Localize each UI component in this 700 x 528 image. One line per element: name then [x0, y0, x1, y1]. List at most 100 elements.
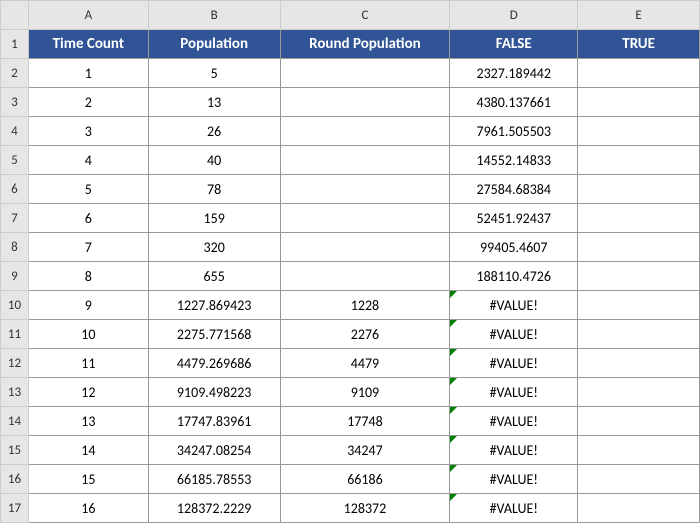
cell-e[interactable] [578, 465, 700, 494]
cell-a[interactable]: 3 [28, 117, 148, 146]
cell-b[interactable]: 2275.771568 [148, 320, 280, 349]
cell-d[interactable]: #VALUE! [450, 378, 578, 407]
cell-d[interactable]: #VALUE! [450, 349, 578, 378]
cell-c[interactable] [280, 59, 450, 88]
cell-b[interactable]: 5 [148, 59, 280, 88]
cell-d[interactable]: 2327.189442 [450, 59, 578, 88]
cell-d[interactable]: #VALUE! [450, 436, 578, 465]
cell-e[interactable] [578, 204, 700, 233]
cell-d[interactable]: 14552.14833 [450, 146, 578, 175]
cell-c[interactable]: 2276 [280, 320, 450, 349]
cell-b[interactable]: 66185.78553 [148, 465, 280, 494]
cell-c[interactable] [280, 233, 450, 262]
cell-e[interactable] [578, 59, 700, 88]
cell-a[interactable]: 14 [28, 436, 148, 465]
cell-c[interactable]: 66186 [280, 465, 450, 494]
cell-a[interactable]: 8 [28, 262, 148, 291]
cell-e[interactable] [578, 407, 700, 436]
row-header[interactable]: 5 [1, 146, 29, 175]
row-header-1[interactable]: 1 [1, 30, 29, 59]
col-header-c[interactable]: C [280, 1, 450, 30]
cell-d[interactable]: 188110.4726 [450, 262, 578, 291]
cell-c[interactable]: 34247 [280, 436, 450, 465]
cell-d[interactable]: #VALUE! [450, 291, 578, 320]
row-header[interactable]: 8 [1, 233, 29, 262]
cell-e[interactable] [578, 349, 700, 378]
cell-c[interactable] [280, 262, 450, 291]
cell-d[interactable]: #VALUE! [450, 320, 578, 349]
cell-a[interactable]: 6 [28, 204, 148, 233]
cell-b[interactable]: 655 [148, 262, 280, 291]
cell-d[interactable]: #VALUE! [450, 494, 578, 523]
row-header[interactable]: 15 [1, 436, 29, 465]
cell-e[interactable] [578, 233, 700, 262]
cell-b[interactable]: 4479.269686 [148, 349, 280, 378]
cell-e[interactable] [578, 291, 700, 320]
cell-e[interactable] [578, 320, 700, 349]
row-header[interactable]: 7 [1, 204, 29, 233]
cell-c[interactable] [280, 204, 450, 233]
cell-e[interactable] [578, 117, 700, 146]
cell-c[interactable]: 4479 [280, 349, 450, 378]
cell-b[interactable]: 159 [148, 204, 280, 233]
row-header[interactable]: 17 [1, 494, 29, 523]
header-time-count[interactable]: Time Count [28, 30, 148, 59]
cell-b[interactable]: 17747.83961 [148, 407, 280, 436]
cell-d[interactable]: 52451.92437 [450, 204, 578, 233]
cell-a[interactable]: 7 [28, 233, 148, 262]
cell-b[interactable]: 13 [148, 88, 280, 117]
col-header-d[interactable]: D [450, 1, 578, 30]
cell-b[interactable]: 320 [148, 233, 280, 262]
cell-d[interactable]: #VALUE! [450, 407, 578, 436]
header-false[interactable]: FALSE [450, 30, 578, 59]
cell-a[interactable]: 16 [28, 494, 148, 523]
cell-e[interactable] [578, 378, 700, 407]
cell-e[interactable] [578, 175, 700, 204]
col-header-e[interactable]: E [578, 1, 700, 30]
header-true[interactable]: TRUE [578, 30, 700, 59]
row-header[interactable]: 14 [1, 407, 29, 436]
cell-e[interactable] [578, 494, 700, 523]
header-round-population[interactable]: Round Population [280, 30, 450, 59]
col-header-b[interactable]: B [148, 1, 280, 30]
cell-b[interactable]: 78 [148, 175, 280, 204]
cell-a[interactable]: 11 [28, 349, 148, 378]
cell-d[interactable]: 99405.4607 [450, 233, 578, 262]
cell-a[interactable]: 2 [28, 88, 148, 117]
cell-a[interactable]: 4 [28, 146, 148, 175]
cell-e[interactable] [578, 88, 700, 117]
cell-d[interactable]: 7961.505503 [450, 117, 578, 146]
row-header[interactable]: 2 [1, 59, 29, 88]
cell-b[interactable]: 1227.869423 [148, 291, 280, 320]
cell-c[interactable] [280, 117, 450, 146]
row-header[interactable]: 6 [1, 175, 29, 204]
cell-c[interactable]: 9109 [280, 378, 450, 407]
cell-a[interactable]: 1 [28, 59, 148, 88]
cell-c[interactable] [280, 175, 450, 204]
row-header[interactable]: 3 [1, 88, 29, 117]
row-header[interactable]: 4 [1, 117, 29, 146]
cell-a[interactable]: 12 [28, 378, 148, 407]
row-header[interactable]: 10 [1, 291, 29, 320]
cell-d[interactable]: #VALUE! [450, 465, 578, 494]
row-header[interactable]: 9 [1, 262, 29, 291]
cell-c[interactable]: 1228 [280, 291, 450, 320]
cell-a[interactable]: 13 [28, 407, 148, 436]
cell-a[interactable]: 15 [28, 465, 148, 494]
cell-b[interactable]: 9109.498223 [148, 378, 280, 407]
cell-b[interactable]: 26 [148, 117, 280, 146]
corner-cell[interactable] [1, 1, 29, 30]
cell-b[interactable]: 128372.2229 [148, 494, 280, 523]
cell-c[interactable]: 17748 [280, 407, 450, 436]
cell-b[interactable]: 40 [148, 146, 280, 175]
row-header[interactable]: 13 [1, 378, 29, 407]
cell-a[interactable]: 5 [28, 175, 148, 204]
col-header-a[interactable]: A [28, 1, 148, 30]
cell-d[interactable]: 4380.137661 [450, 88, 578, 117]
cell-a[interactable]: 10 [28, 320, 148, 349]
row-header[interactable]: 11 [1, 320, 29, 349]
cell-b[interactable]: 34247.08254 [148, 436, 280, 465]
cell-e[interactable] [578, 146, 700, 175]
row-header[interactable]: 12 [1, 349, 29, 378]
cell-e[interactable] [578, 262, 700, 291]
